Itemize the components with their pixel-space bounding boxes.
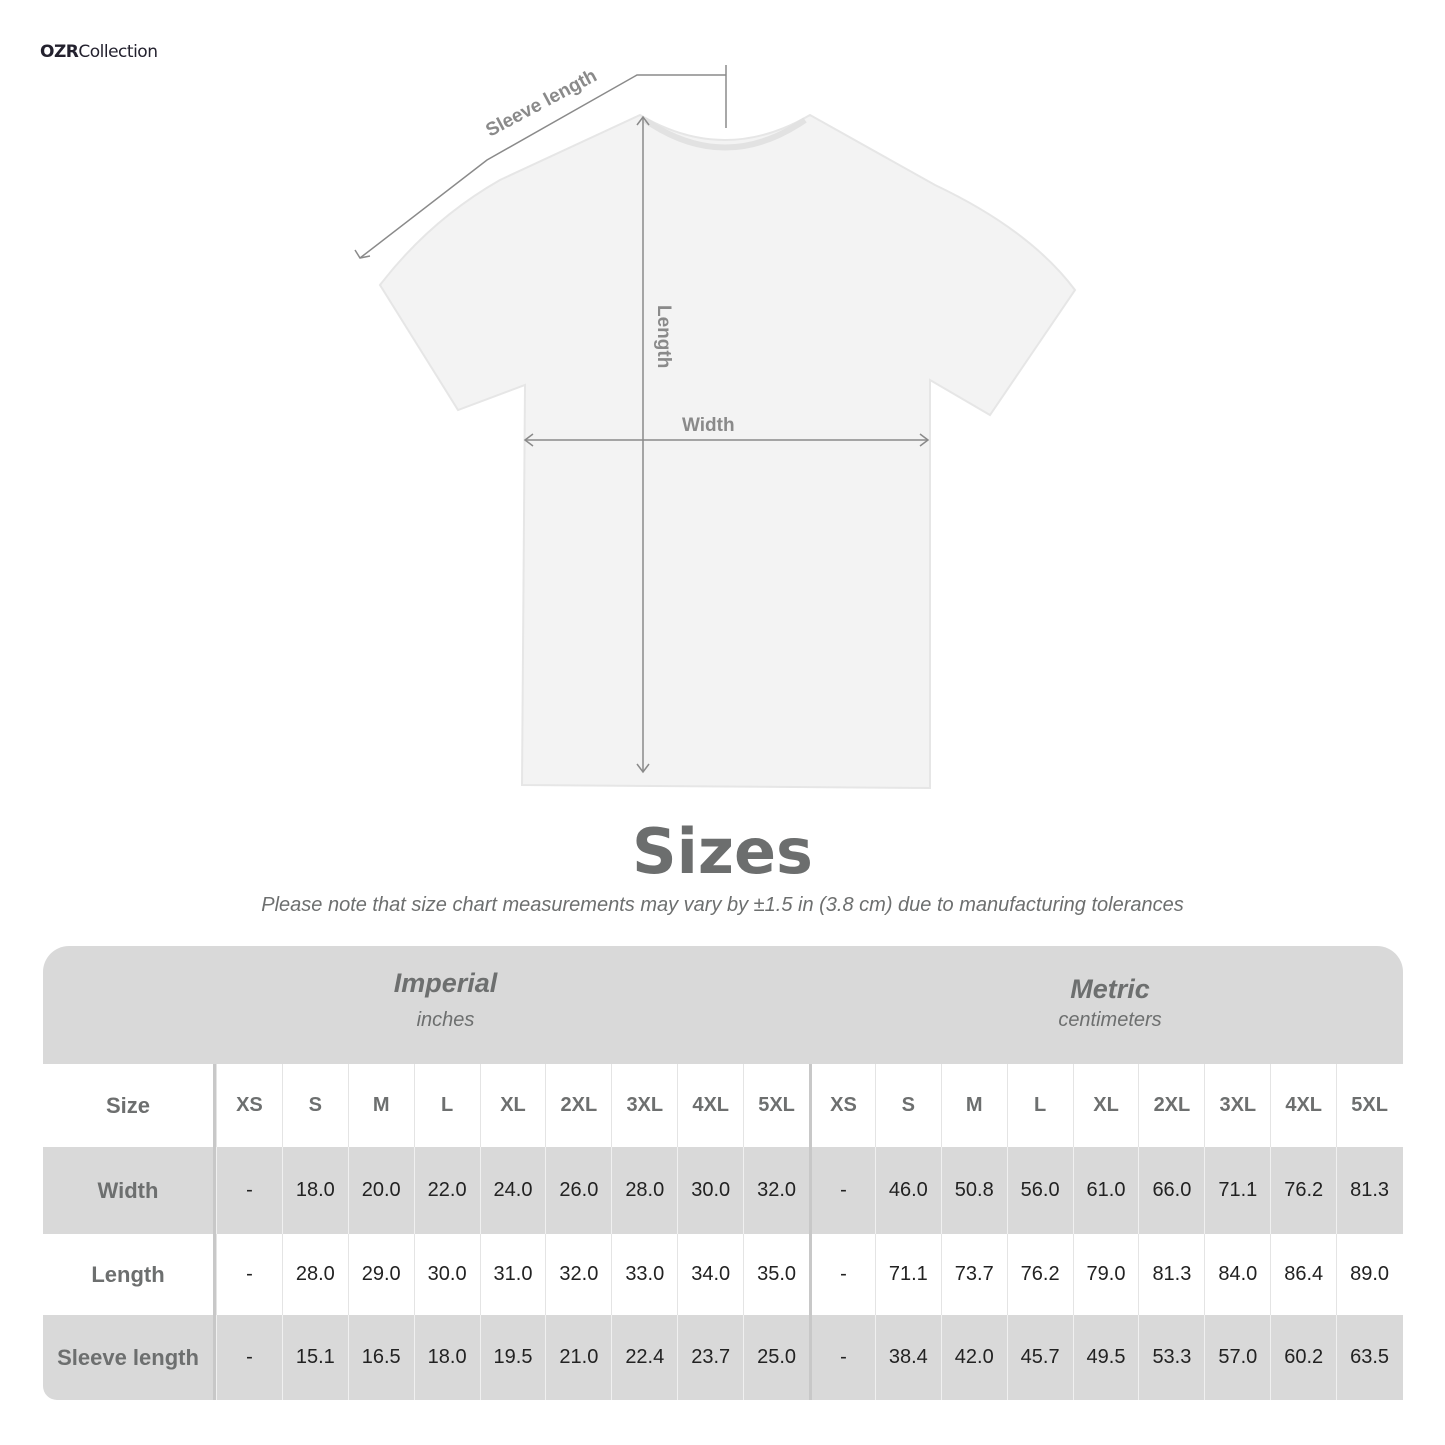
row-label: Width — [43, 1147, 216, 1234]
imperial-value-cell: - — [216, 1315, 282, 1400]
page-title: Sizes — [632, 815, 813, 888]
imperial-value-cell: 35.0 — [743, 1234, 809, 1315]
tolerance-note: Please note that size chart measurements… — [261, 894, 1184, 916]
metric-value-cell: 79.0 — [1072, 1234, 1139, 1315]
imperial-size-header: M — [347, 1064, 414, 1147]
metric-value-cell: 46.0 — [874, 1147, 941, 1234]
imperial-value-cell: 18.0 — [281, 1147, 348, 1234]
imperial-value-cell: 28.0 — [611, 1147, 677, 1234]
metric-value-cell: - — [809, 1315, 875, 1400]
imperial-size-header: XS — [216, 1064, 282, 1147]
metric-group: Metric centimeters — [810, 974, 1410, 1032]
imperial-value-cell: 22.4 — [611, 1315, 677, 1400]
metric-value-cell: 63.5 — [1336, 1315, 1402, 1400]
imperial-value-cell: 21.0 — [545, 1315, 611, 1400]
brand-logo: OZRCollection — [40, 42, 158, 62]
sleeve-line — [359, 74, 726, 259]
metric-value-cell: - — [809, 1234, 875, 1315]
metric-size-header: 3XL — [1204, 1064, 1270, 1147]
width-label: Width — [682, 415, 735, 436]
metric-size-header: XS — [809, 1064, 875, 1147]
logo-text: Collection — [78, 42, 158, 62]
table-row: Width -18.0 20.0 22.0 24.0 26.0 28.0 30.0 32.0-4… — [43, 1147, 1403, 1234]
metric-value-cell: 60.2 — [1270, 1315, 1336, 1400]
imperial-value-cell: 30.0 — [413, 1234, 480, 1315]
table-row: Sleeve length -15.1 16.5 18.0 19.5 21.0 22.4 23… — [43, 1315, 1403, 1400]
imperial-value-cell: 30.0 — [677, 1147, 743, 1234]
metric-size-header: M — [940, 1064, 1007, 1147]
imperial-size-header: L — [413, 1064, 480, 1147]
imperial-value-cell: 33.0 — [611, 1234, 677, 1315]
imperial-value-cell: 25.0 — [743, 1315, 809, 1400]
metric-value-cell: 71.1 — [874, 1234, 941, 1315]
metric-value-cell: 73.7 — [940, 1234, 1007, 1315]
metric-value-cell: 84.0 — [1204, 1234, 1270, 1315]
metric-value-cell: 57.0 — [1204, 1315, 1270, 1400]
metric-size-header: L — [1006, 1064, 1073, 1147]
metric-value-cell: 86.4 — [1270, 1234, 1336, 1315]
metric-value-cell: 38.4 — [874, 1315, 941, 1400]
imperial-value-cell: 15.1 — [281, 1315, 348, 1400]
imperial-size-header: 2XL — [545, 1064, 611, 1147]
tshirt-shape — [378, 113, 1077, 790]
metric-value-cell: 71.1 — [1204, 1147, 1270, 1234]
imperial-value-cell: 32.0 — [545, 1234, 611, 1315]
imperial-value-cell: 24.0 — [479, 1147, 546, 1234]
imperial-value-cell: 20.0 — [347, 1147, 414, 1234]
metric-size-header: 4XL — [1270, 1064, 1336, 1147]
imperial-value-cell: 32.0 — [743, 1147, 809, 1234]
imperial-value-cell: 31.0 — [479, 1234, 546, 1315]
imperial-title: Imperial — [393, 968, 498, 998]
metric-size-header: 2XL — [1138, 1064, 1204, 1147]
metric-size-header: XL — [1072, 1064, 1139, 1147]
metric-size-header: S — [874, 1064, 941, 1147]
imperial-size-header: S — [281, 1064, 348, 1147]
imperial-group: Imperial inches — [216, 968, 675, 1032]
metric-value-cell: 76.2 — [1006, 1234, 1073, 1315]
metric-value-cell: 56.0 — [1006, 1147, 1073, 1234]
imperial-value-cell: 19.5 — [479, 1315, 546, 1400]
table-header-band: Imperial inches Metric centimeters — [43, 946, 1403, 1064]
imperial-size-header: 3XL — [611, 1064, 677, 1147]
metric-value-cell: 53.3 — [1138, 1315, 1204, 1400]
size-header-label: Size — [43, 1064, 216, 1147]
imperial-value-cell: 23.7 — [677, 1315, 743, 1400]
metric-value-cell: 61.0 — [1072, 1147, 1139, 1234]
table-header-row: Size XS S M L XL 2XL 3XL 4XL 5XL XS S M L XL 2XL 3XL 4XL 5… — [43, 1064, 1403, 1147]
table-row: Length -28.0 29.0 30.0 31.0 32.0 33.0 34.0 35.0-… — [43, 1234, 1403, 1315]
tshirt-diagram: Sleeve length Length Width — [354, 65, 1077, 790]
imperial-size-header: 4XL — [677, 1064, 743, 1147]
row-label: Sleeve length — [43, 1315, 216, 1400]
metric-value-cell: 42.0 — [940, 1315, 1007, 1400]
imperial-value-cell: 34.0 — [677, 1234, 743, 1315]
metric-value-cell: 50.8 — [940, 1147, 1007, 1234]
metric-value-cell: 81.3 — [1138, 1234, 1204, 1315]
imperial-value-cell: - — [216, 1234, 282, 1315]
imperial-value-cell: 18.0 — [413, 1315, 480, 1400]
metric-title: Metric — [1070, 974, 1150, 1004]
imperial-value-cell: 22.0 — [413, 1147, 480, 1234]
size-table: Imperial inches Metric centimeters Size X… — [43, 946, 1403, 1400]
metric-size-header: 5XL — [1336, 1064, 1402, 1147]
logo-bold: OZR — [40, 42, 79, 62]
metric-value-cell: 66.0 — [1138, 1147, 1204, 1234]
metric-value-cell: 81.3 — [1336, 1147, 1402, 1234]
imperial-value-cell: 29.0 — [347, 1234, 414, 1315]
metric-value-cell: 45.7 — [1006, 1315, 1073, 1400]
imperial-value-cell: 26.0 — [545, 1147, 611, 1234]
imperial-size-header: 5XL — [743, 1064, 809, 1147]
imperial-unit: inches — [416, 1009, 475, 1031]
imperial-size-header: XL — [479, 1064, 546, 1147]
metric-value-cell: 89.0 — [1336, 1234, 1402, 1315]
metric-value-cell: 49.5 — [1072, 1315, 1139, 1400]
row-label: Length — [43, 1234, 216, 1315]
metric-value-cell: 76.2 — [1270, 1147, 1336, 1234]
sleeve-label: Sleeve length — [482, 65, 600, 141]
imperial-value-cell: 28.0 — [281, 1234, 348, 1315]
length-label: Length — [653, 305, 674, 368]
imperial-value-cell: 16.5 — [347, 1315, 414, 1400]
imperial-value-cell: - — [216, 1147, 282, 1234]
metric-unit: centimeters — [1058, 1009, 1162, 1031]
metric-value-cell: - — [809, 1147, 875, 1234]
